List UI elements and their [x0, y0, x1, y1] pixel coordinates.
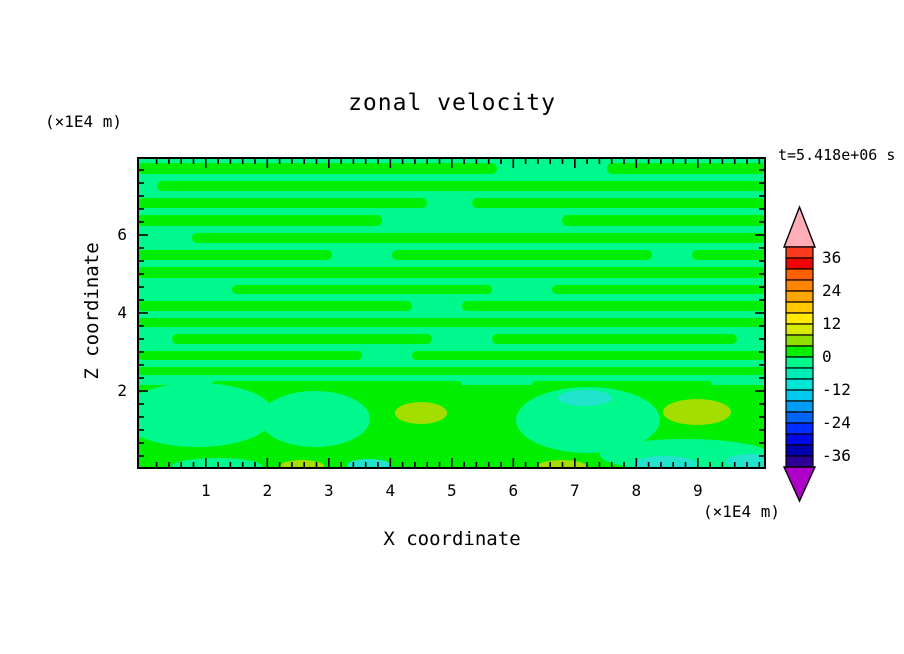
- velocity-stripe: [192, 233, 766, 243]
- x-tick-label: 4: [385, 481, 396, 500]
- contour-blob: [172, 458, 262, 469]
- time-annotation: t=5.418e+06 s: [778, 146, 896, 164]
- velocity-stripe: [492, 334, 737, 344]
- velocity-stripe: [137, 198, 427, 208]
- colorbar-segment: [785, 312, 814, 325]
- y-tick-label: 2: [117, 381, 127, 400]
- x-tick-label: 2: [262, 481, 273, 500]
- y-axis-units-label: (×1E4 m): [45, 112, 123, 131]
- colorbar-segment: [785, 455, 814, 468]
- colorbar-segment: [785, 378, 814, 391]
- velocity-stripe: [462, 301, 766, 311]
- colorbar-segment: [785, 411, 814, 424]
- colorbar-tick-label: 12: [822, 314, 842, 333]
- x-tick-label: 7: [569, 481, 580, 500]
- colorbar-segment: [785, 433, 814, 446]
- colorbar-segment: [785, 279, 814, 292]
- contour-blob: [260, 391, 370, 447]
- contour-blob: [395, 402, 447, 424]
- velocity-stripe: [412, 351, 766, 360]
- velocity-stripe: [692, 250, 766, 260]
- colorbar-segment: [785, 367, 814, 380]
- contour-blob: [280, 460, 324, 469]
- colorbar-tick-label: 0: [822, 347, 832, 366]
- contour-plot-area: [137, 157, 766, 469]
- velocity-stripe: [137, 215, 382, 226]
- velocity-stripe: [137, 250, 332, 260]
- colorbar-segment: [785, 323, 814, 336]
- colorbar-tick-label: 36: [822, 248, 842, 267]
- colorbar-tick-label: 24: [822, 281, 842, 300]
- contour-blob: [137, 383, 275, 447]
- velocity-stripe: [607, 163, 766, 174]
- colorbar-tick-label: -24: [822, 413, 851, 432]
- velocity-stripe: [157, 181, 766, 191]
- colorbar-segment: [785, 400, 814, 413]
- contour-blob: [726, 454, 766, 468]
- velocity-stripe: [472, 198, 766, 208]
- colorbar-segment: [785, 290, 814, 303]
- colorbar: [782, 205, 817, 503]
- velocity-stripe: [137, 351, 362, 360]
- colorbar-segment: [785, 389, 814, 402]
- velocity-stripe: [562, 215, 766, 226]
- x-tick-label: 9: [692, 481, 703, 500]
- velocity-stripe: [552, 285, 766, 294]
- contour-blob: [516, 387, 660, 453]
- colorbar-segment: [785, 301, 814, 314]
- colorbar-segment: [785, 268, 814, 281]
- velocity-stripe: [137, 318, 766, 327]
- colorbar-segment: [785, 334, 814, 347]
- velocity-stripe: [137, 367, 766, 375]
- contour-blob: [347, 459, 391, 469]
- velocity-stripe: [137, 267, 766, 278]
- colorbar-segment: [785, 345, 814, 358]
- chart-title: zonal velocity: [348, 90, 556, 116]
- x-tick-label: 8: [631, 481, 642, 500]
- colorbar-segment: [785, 257, 814, 270]
- colorbar-over-arrow: [782, 205, 817, 248]
- colorbar-segment: [785, 422, 814, 435]
- x-tick-label: 5: [446, 481, 457, 500]
- colorbar-tick-label: -36: [822, 446, 851, 465]
- velocity-stripe: [172, 334, 432, 344]
- x-axis-title: X coordinate: [383, 528, 521, 550]
- colorbar-tick-label: -12: [822, 380, 851, 399]
- contour-blob: [663, 399, 731, 425]
- x-tick-label: 6: [508, 481, 519, 500]
- y-tick-label: 4: [117, 303, 127, 322]
- plot-frame: [137, 157, 766, 469]
- velocity-stripe: [232, 285, 492, 294]
- x-axis-units-label: (×1E4 m): [702, 502, 780, 521]
- y-tick-label: 6: [117, 225, 127, 244]
- contour-blob: [558, 390, 612, 406]
- velocity-stripe: [137, 301, 412, 311]
- colorbar-segment: [785, 246, 814, 259]
- colorbar-segment: [785, 444, 814, 457]
- velocity-stripe: [392, 250, 652, 260]
- colorbar-segment: [785, 356, 814, 369]
- velocity-stripe: [137, 163, 497, 174]
- colorbar-under-arrow: [782, 466, 817, 503]
- x-tick-label: 3: [323, 481, 334, 500]
- x-tick-label: 1: [200, 481, 211, 500]
